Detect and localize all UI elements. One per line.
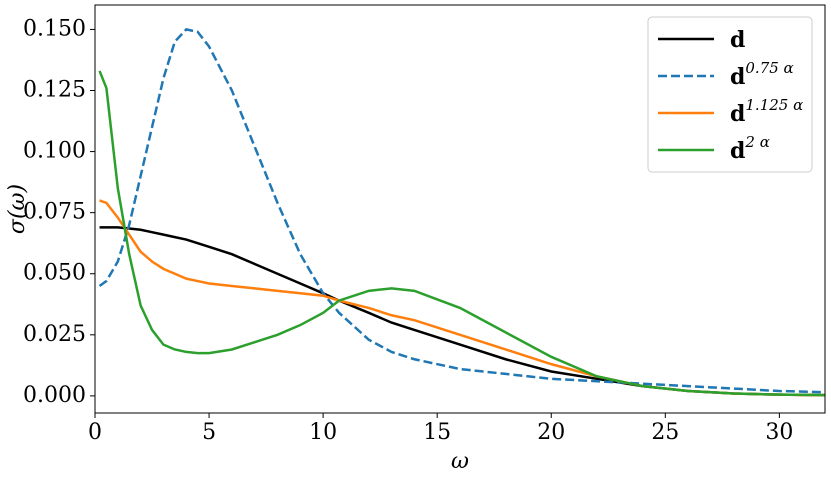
legend-label: d	[730, 27, 745, 53]
y-tick-label: 0.025	[23, 322, 86, 347]
legend: d d0.75 α d1.125 α d2 α	[647, 16, 813, 173]
legend-label: d2 α	[730, 133, 770, 164]
x-tick-label: 20	[537, 420, 565, 445]
x-tick-label: 10	[309, 420, 337, 445]
x-tick-label: 25	[651, 420, 679, 445]
series-line	[98, 28, 826, 394]
plot-frame	[94, 4, 826, 414]
series-line	[99, 199, 826, 397]
x-tick-label: 5	[202, 420, 216, 445]
x-tick-label: 30	[765, 420, 793, 445]
y-tick-label: 0.000	[23, 383, 86, 408]
y-tick-label: 0.100	[23, 139, 86, 164]
legend-label: d1.125 α	[730, 96, 803, 127]
y-axis-label: σ(ω)	[5, 184, 30, 234]
series-line	[98, 70, 826, 397]
x-tick-label: 0	[88, 420, 102, 445]
legend-label: d0.75 α	[730, 59, 794, 90]
x-axis-label: ω	[451, 449, 469, 474]
y-tick-label: 0.075	[23, 200, 86, 225]
x-tick-label: 15	[423, 420, 451, 445]
legend-box	[647, 16, 813, 173]
y-tick-label: 0.125	[23, 78, 86, 103]
y-tick-label: 0.150	[23, 16, 86, 41]
y-tick-label: 0.050	[23, 261, 86, 286]
